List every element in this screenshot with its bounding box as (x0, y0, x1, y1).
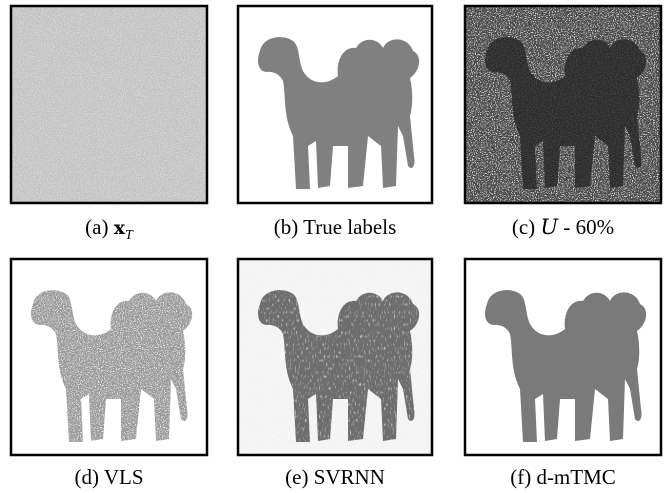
caption-tag: (e) (285, 465, 308, 489)
panel-b (238, 6, 432, 203)
caption: (d) VLS (74, 465, 143, 489)
caption-tag: (c) (512, 215, 535, 239)
noise (238, 259, 432, 455)
caption-symbol: U (540, 215, 559, 239)
caption: (c) U - 60% (512, 215, 614, 239)
caption-symbol: x (114, 217, 126, 239)
caption-tag: (b) (274, 215, 299, 239)
panel-a (11, 6, 207, 203)
caption-tag: (a) (85, 215, 108, 239)
caption: (f) d-mTMC (510, 465, 616, 489)
caption-tag: (f) (510, 465, 531, 489)
noise (11, 6, 207, 203)
caption: (b) True labels (274, 215, 397, 239)
figure: (a) xT (b) True labels (c) U - 60% (d) V… (0, 0, 668, 493)
panel-c (465, 6, 661, 203)
panel-f (465, 259, 661, 455)
caption-subscript: T (125, 228, 134, 243)
caption-text: SVRNN (314, 465, 385, 489)
caption-text: VLS (104, 465, 144, 489)
caption: (e) SVRNN (285, 465, 385, 489)
caption-tag: (d) (74, 465, 99, 489)
caption-text: - 60% (563, 215, 614, 239)
caption-text: True labels (303, 215, 396, 239)
caption: (a) xT (85, 215, 134, 243)
caption-text: d-mTMC (536, 465, 615, 489)
panel-e (238, 259, 432, 455)
panel-d (11, 259, 207, 455)
